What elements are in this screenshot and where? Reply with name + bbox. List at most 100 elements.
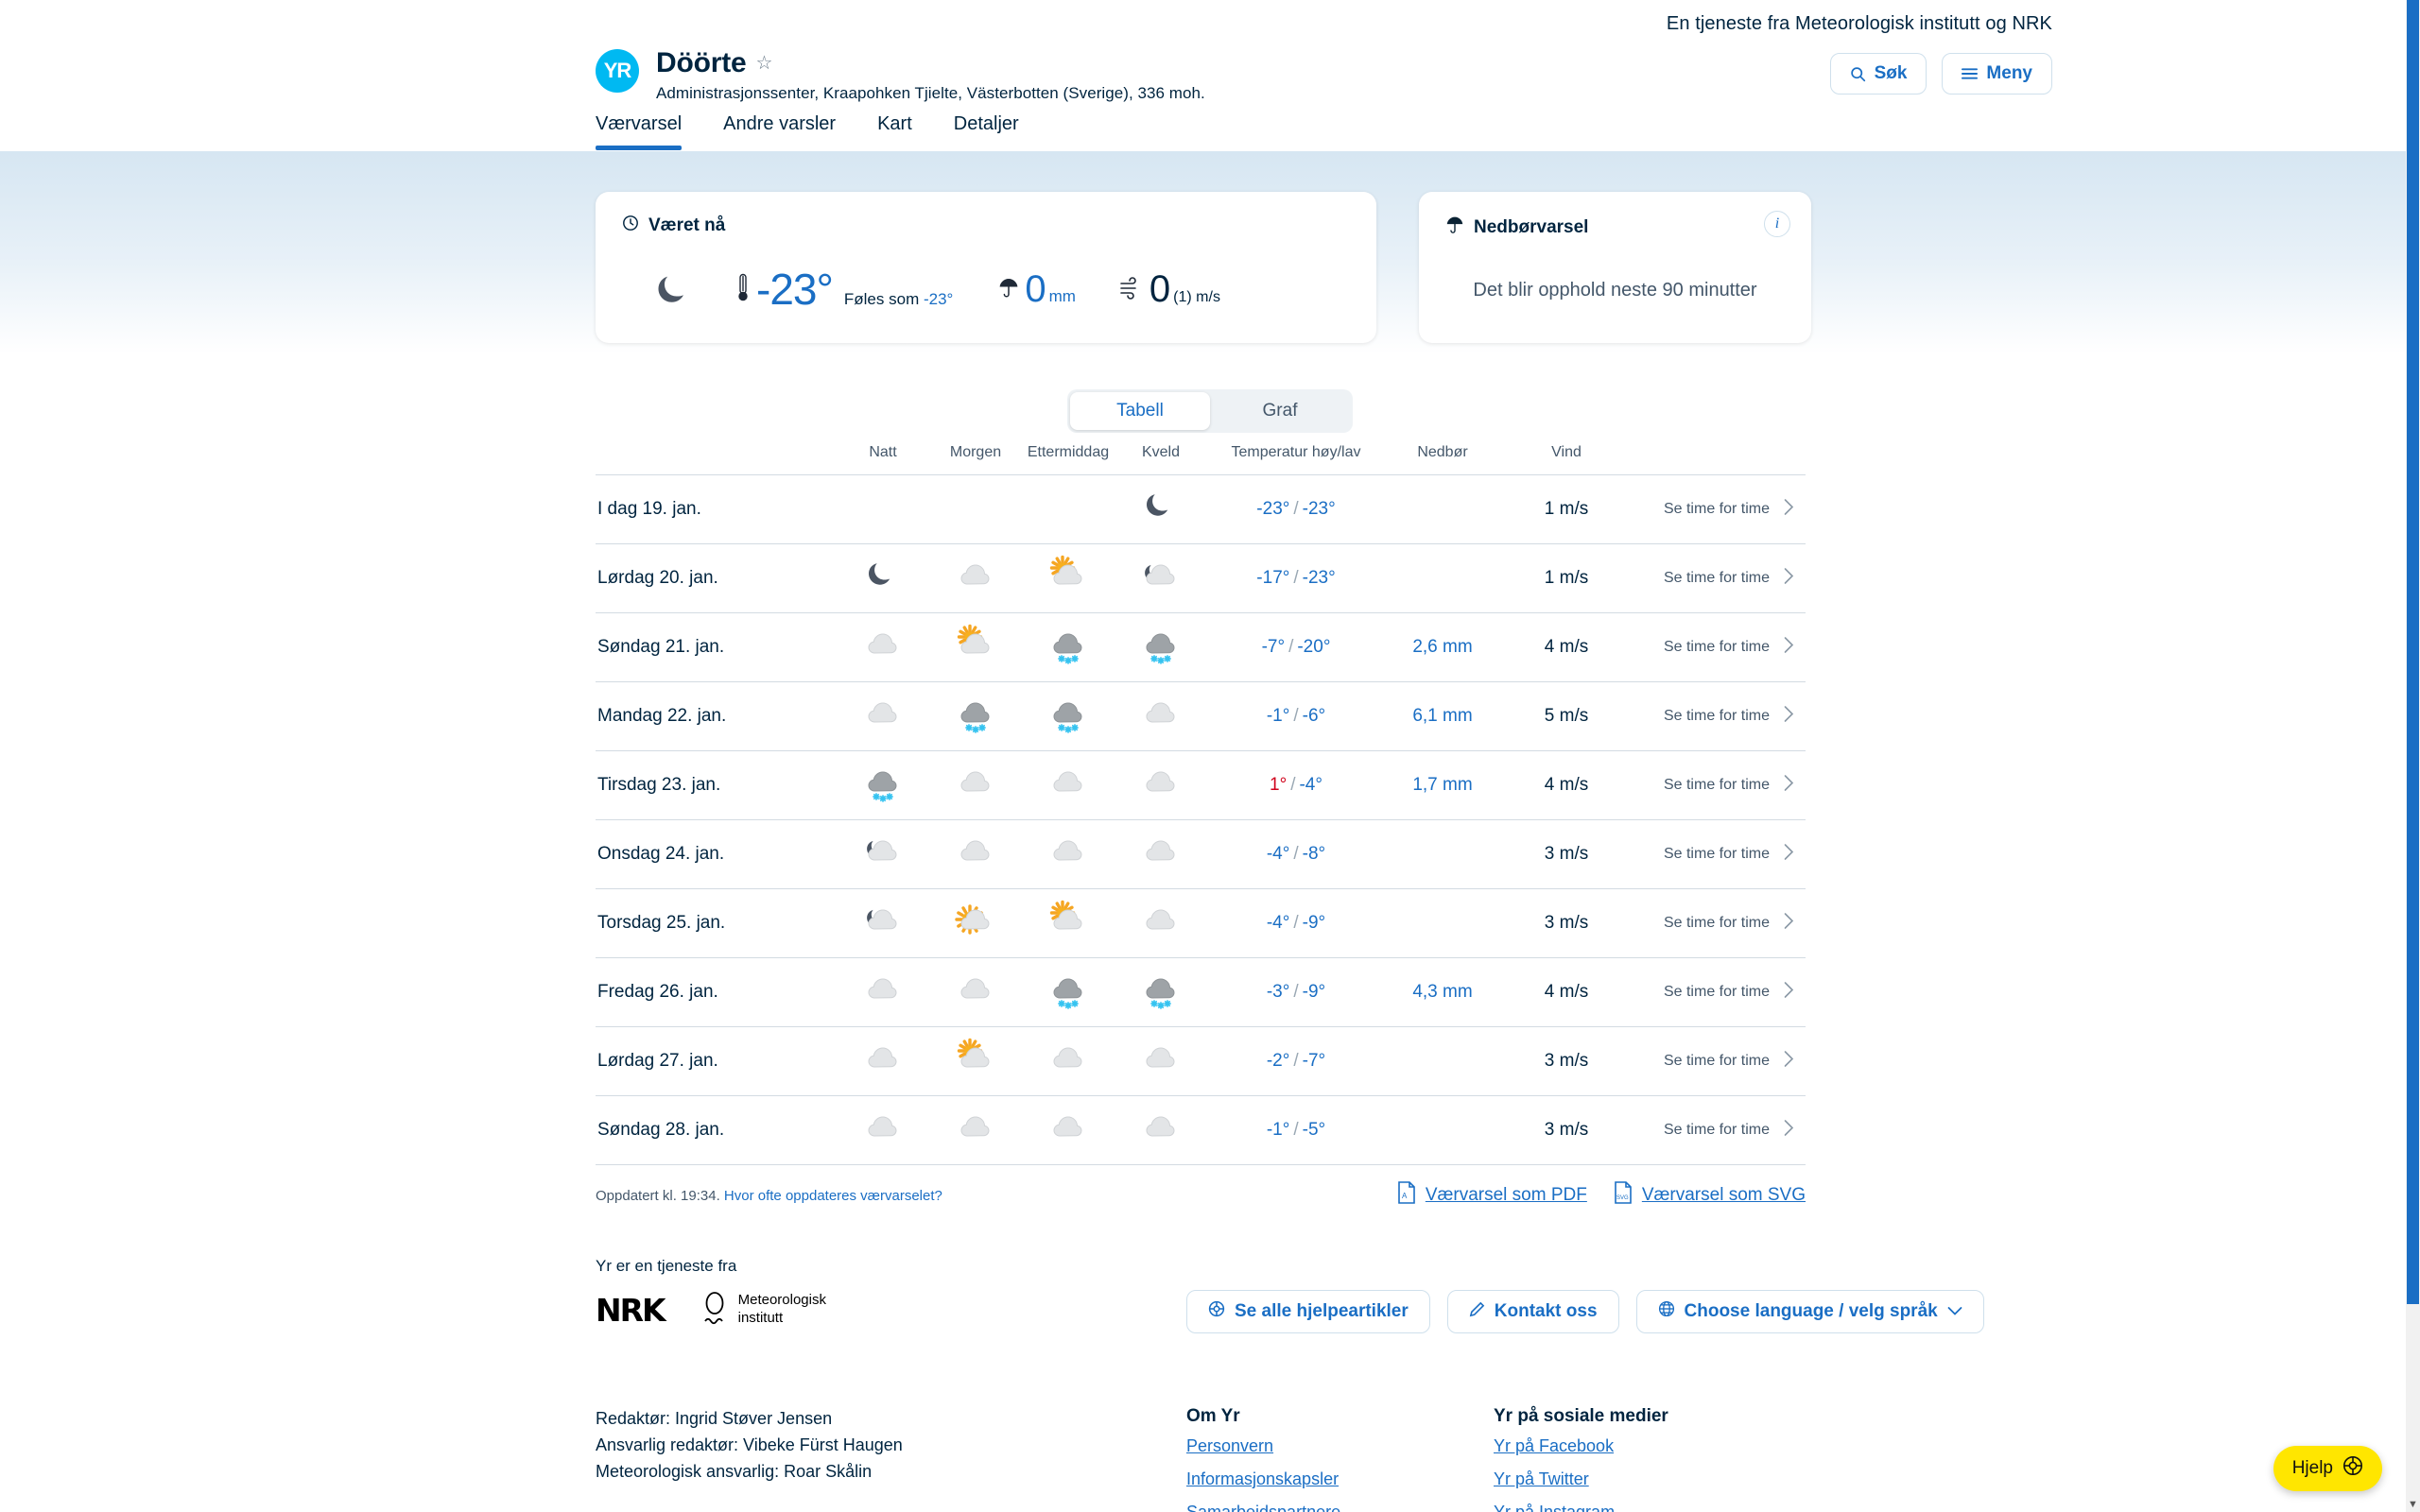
table-row[interactable]: Mandag 22. jan. -1° / -6° 6,1 mm 5 m/s Se time… (596, 682, 1806, 751)
col-afternoon: Ettermiddag (1027, 444, 1110, 460)
table-row[interactable]: Søndag 21. jan. -7° / -20° 2,6 mm 4 m/s Se tim… (596, 613, 1806, 682)
cloudy-icon (863, 1046, 903, 1084)
tab-vaervarsel[interactable]: Værvarsel (596, 113, 702, 150)
location-subtitle: Administrasjonssenter, Kraapohken Tjielt… (656, 84, 1205, 102)
star-outline-icon[interactable]: ☆ (755, 53, 773, 74)
table-row[interactable]: Onsdag 24. jan. -4° / -8° 3 m/s Se time for t… (596, 820, 1806, 889)
row-wind: 4 m/s (1544, 637, 1589, 657)
nrk-logo-icon: NRK (596, 1291, 666, 1329)
search-button[interactable]: Søk (1829, 53, 1927, 94)
info-icon[interactable]: i (1764, 211, 1790, 237)
row-symbol-afternoon (1022, 820, 1115, 889)
page-scrollbar[interactable]: ▼ (2406, 0, 2420, 1512)
toggle-graf[interactable]: Graf (1210, 392, 1350, 430)
forecast-table-container: Natt Morgen Ettermiddag Kveld Temperatur… (596, 444, 1806, 1165)
row-symbol-evening (1115, 475, 1207, 544)
row-symbol-afternoon (1022, 751, 1115, 820)
temp-separator: / (1288, 637, 1294, 657)
temp-high: -1° (1266, 1120, 1290, 1140)
row-temperature: -1° / -6° (1207, 682, 1385, 751)
temp-low: -23° (1302, 499, 1336, 519)
row-temperature: 1° / -4° (1207, 751, 1385, 820)
row-symbol-night (837, 820, 929, 889)
partly-sunny-icon (956, 1038, 995, 1084)
link-samarbeidspartnere[interactable]: Samarbeidspartnere (1186, 1503, 1341, 1512)
row-temperature: -3° / -9° (1207, 958, 1385, 1027)
link-instagram[interactable]: Yr på Instagram (1494, 1503, 1616, 1512)
table-row[interactable]: Tirsdag 23. jan. 1° / -4° 1,7 mm 4 m/s Se time… (596, 751, 1806, 820)
row-detail-link[interactable]: Se time for time (1633, 751, 1806, 820)
row-wind: 3 m/s (1544, 844, 1589, 864)
tab-detaljer[interactable]: Detaljer (933, 113, 1040, 150)
umbrella-icon (1445, 215, 1464, 240)
snow-icon (1048, 977, 1088, 1015)
yr-logo-icon[interactable]: YR (596, 49, 639, 93)
link-twitter[interactable]: Yr på Twitter (1494, 1469, 1589, 1488)
pdf-download-link[interactable]: A Værvarsel som PDF (1397, 1181, 1587, 1210)
tab-kart[interactable]: Kart (856, 113, 933, 150)
pencil-icon (1469, 1301, 1485, 1323)
row-detail-link[interactable]: Se time for time (1633, 958, 1806, 1027)
chevron-right-icon (1784, 706, 1794, 728)
row-symbol-night (837, 682, 929, 751)
link-facebook[interactable]: Yr på Facebook (1494, 1436, 1615, 1455)
moon-clear-night-icon (1141, 493, 1181, 532)
table-row[interactable]: Fredag 26. jan. -3° / -9° 4,3 mm 4 m/s Se time… (596, 958, 1806, 1027)
snow-icon (1048, 632, 1088, 670)
update-frequency-link[interactable]: Hvor ofte oppdateres værvarselet? (723, 1187, 942, 1204)
cloudy-icon (956, 1115, 995, 1153)
row-detail-link[interactable]: Se time for time (1633, 1096, 1806, 1165)
row-precipitation (1385, 820, 1500, 889)
thermometer-icon (737, 273, 749, 306)
contact-button[interactable]: Kontakt oss (1446, 1290, 1619, 1333)
forecast-table-head: Natt Morgen Ettermiddag Kveld Temperatur… (596, 444, 1806, 475)
cloudy-icon (1048, 770, 1088, 808)
header-actions: Søk Meny (1829, 53, 2052, 94)
current-wind: 0 (1149, 267, 1171, 310)
chevron-right-icon (1784, 913, 1794, 935)
row-detail-link[interactable]: Se time for time (1633, 544, 1806, 613)
col-morning: Morgen (949, 444, 1002, 460)
row-detail-link[interactable]: Se time for time (1633, 889, 1806, 958)
table-row[interactable]: Lørdag 20. jan. -17° / -23° 1 m/s Se time for… (596, 544, 1806, 613)
row-detail-link[interactable]: Se time for time (1633, 682, 1806, 751)
row-detail-link[interactable]: Se time for time (1633, 1027, 1806, 1096)
tab-andre-varsler[interactable]: Andre varsler (702, 113, 856, 150)
row-symbol-evening (1115, 682, 1207, 751)
svg-file-icon: SVG (1614, 1181, 1633, 1210)
row-detail-link[interactable]: Se time for time (1633, 820, 1806, 889)
view-toggle-container: Tabell Graf (0, 389, 2420, 433)
link-informasjonskapsler[interactable]: Informasjonskapsler (1186, 1469, 1340, 1488)
table-header-row: Natt Morgen Ettermiddag Kveld Temperatur… (596, 444, 1806, 475)
language-button[interactable]: Choose language / velg språk (1635, 1290, 1984, 1333)
table-row[interactable]: I dag 19. jan. -23° / -23° 1 m/s Se time for … (596, 475, 1806, 544)
help-articles-button[interactable]: Se alle hjelpeartikler (1186, 1290, 1430, 1333)
cloudy-icon (863, 632, 903, 670)
table-row[interactable]: Lørdag 27. jan. -2° / -7° 3 m/s Se time for t… (596, 1027, 1806, 1096)
umbrella-icon (998, 276, 1019, 303)
partly-sunny-icon (956, 624, 995, 670)
help-floating-button[interactable]: Hjelp (2273, 1446, 2382, 1491)
chevron-right-icon (1784, 844, 1794, 866)
current-weather-card: Været nå -23° (596, 192, 1376, 343)
temp-separator: / (1293, 568, 1299, 588)
temp-low: -6° (1302, 706, 1326, 726)
chevron-right-icon (1784, 982, 1794, 1004)
table-row[interactable]: Søndag 28. jan. -1° / -5° 3 m/s Se time for t… (596, 1096, 1806, 1165)
row-precipitation: 6,1 mm (1412, 706, 1473, 726)
row-detail-link[interactable]: Se time for time (1633, 613, 1806, 682)
download-links: A Værvarsel som PDF SVG Værvarsel som SV… (1397, 1181, 1806, 1210)
scrollbar-down-arrow[interactable]: ▼ (2408, 1499, 2418, 1510)
row-precipitation: 1,7 mm (1412, 775, 1473, 795)
row-detail-link[interactable]: Se time for time (1633, 475, 1806, 544)
scrollbar-thumb[interactable] (2407, 0, 2419, 1304)
pdf-link-label: Værvarsel som PDF (1425, 1185, 1587, 1205)
menu-button[interactable]: Meny (1942, 53, 2052, 94)
row-day: Tirsdag 23. jan. (597, 775, 721, 795)
svg-download-link[interactable]: SVG Værvarsel som SVG (1614, 1181, 1806, 1210)
temp-high: -4° (1266, 844, 1290, 864)
link-personvern[interactable]: Personvern (1186, 1436, 1274, 1455)
row-day: Torsdag 25. jan. (597, 913, 726, 933)
toggle-tabell[interactable]: Tabell (1070, 392, 1210, 430)
table-row[interactable]: Torsdag 25. jan. -4° / -9° 3 m/s Se time for … (596, 889, 1806, 958)
